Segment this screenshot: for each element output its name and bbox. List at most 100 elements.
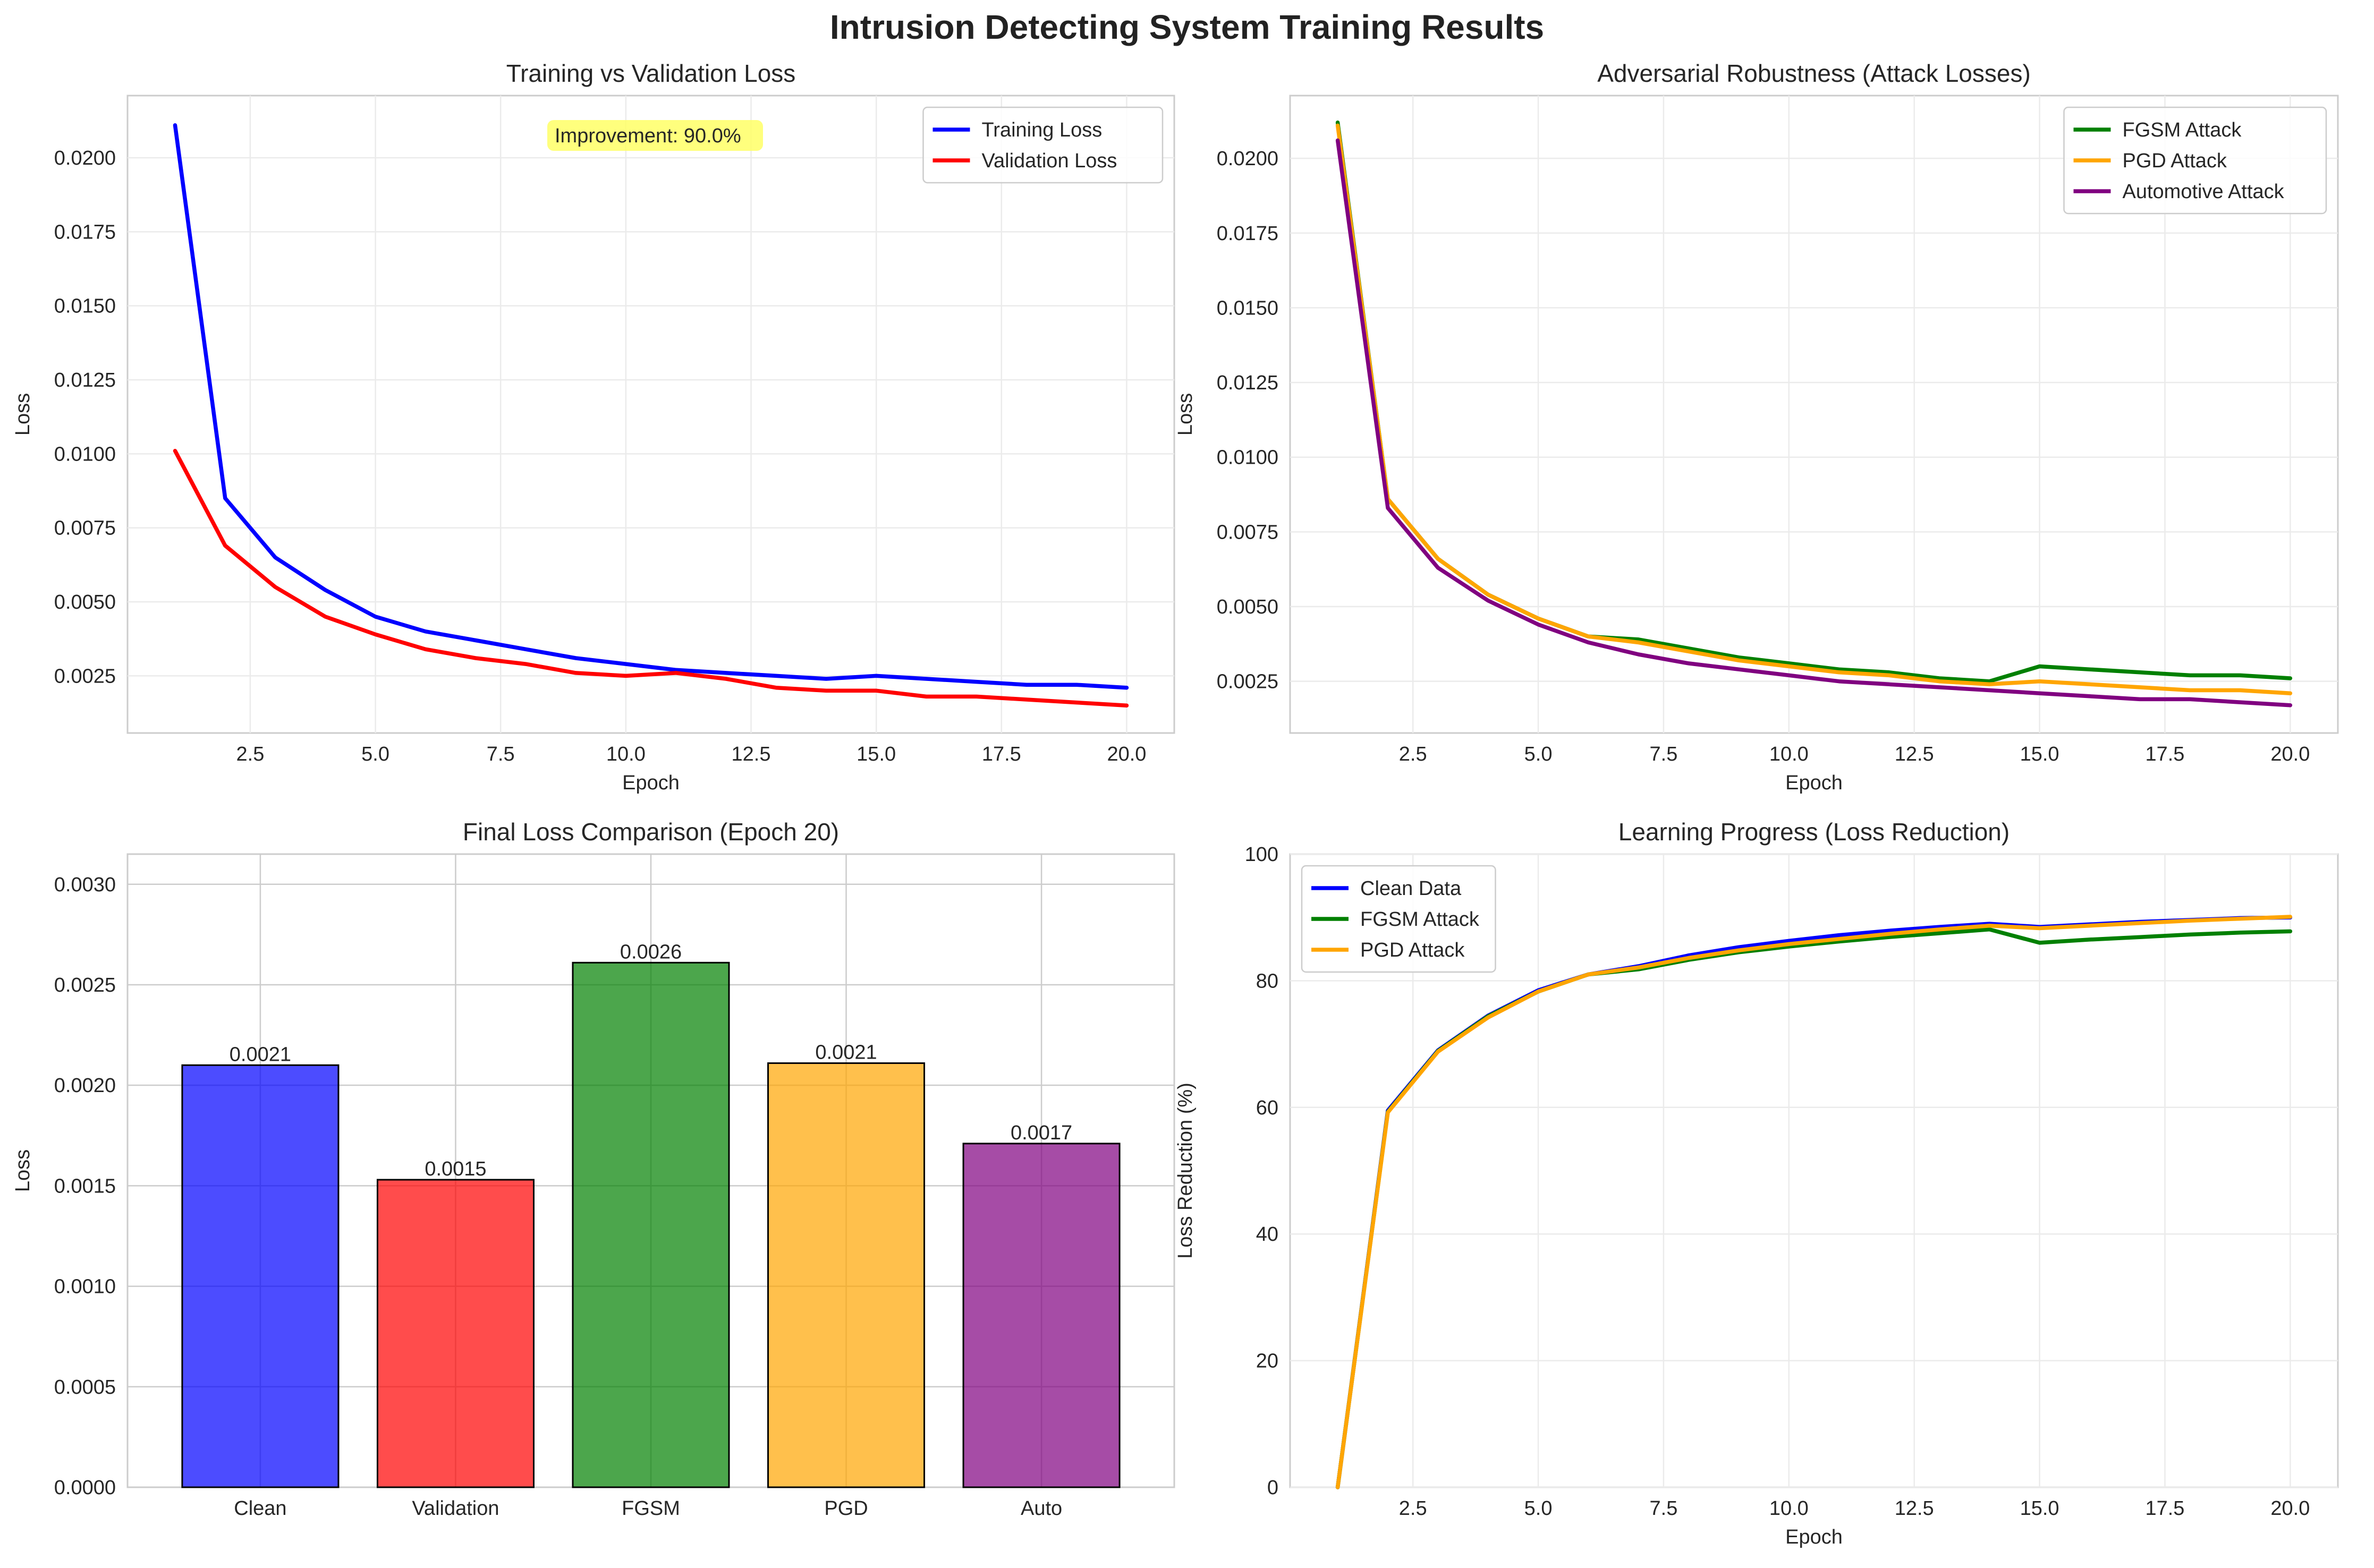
- x-tick-label: 10.0: [1769, 1497, 1809, 1520]
- y-tick-label: 20: [1256, 1350, 1278, 1373]
- grid: [1290, 853, 2338, 1488]
- legend-box: [922, 106, 1164, 184]
- plot-area: [126, 95, 1175, 734]
- x-tick-label: 20.0: [2270, 743, 2310, 765]
- x-tick-label: 2.5: [236, 743, 265, 765]
- x-tick-label: 20.0: [2270, 1497, 2310, 1520]
- grid: [1290, 96, 2338, 733]
- y-tick-label: 0.0025: [1217, 671, 1278, 693]
- x-tick-label: 7.5: [487, 743, 515, 765]
- x-tick-label: 20.0: [1107, 743, 1146, 765]
- legend-entry: PGD Attack: [2123, 150, 2227, 172]
- y-tick-label: 0.0125: [54, 369, 116, 391]
- y-tick-label: 0.0015: [54, 1175, 116, 1197]
- legend-entry: Automotive Attack: [2123, 181, 2285, 203]
- x-tick-label: 17.5: [2145, 743, 2184, 765]
- series-line-3: [1335, 915, 2293, 1489]
- x-tick-label: 15.0: [857, 743, 896, 765]
- legend-entry: FGSM Attack: [2123, 119, 2242, 141]
- annotation-text: Improvement: 90.0%: [555, 125, 741, 147]
- y-tick-label: 100: [1245, 843, 1278, 866]
- attack-loss-chart: Adversarial Robustness (Attack Losses) Lo…: [1174, 59, 2339, 794]
- legend-entry: PGD Attack: [1360, 939, 1465, 961]
- x-tick-label: Clean: [234, 1497, 286, 1520]
- x-tick-label: 7.5: [1650, 743, 1678, 765]
- legend: Clean Data FGSM Attack PGD Attack: [1301, 865, 1496, 973]
- y-axis-label: Loss Reduction (%): [1174, 1083, 1197, 1259]
- y-tick-label: 40: [1256, 1223, 1278, 1246]
- chart-title: Learning Progress (Loss Reduction): [1618, 818, 2010, 846]
- x-tick-label: 5.0: [361, 743, 389, 765]
- series-line-2: [1335, 123, 2293, 695]
- y-tick-label: 0.0075: [1217, 521, 1278, 543]
- y-axis-label: Loss: [1174, 393, 1197, 436]
- y-tick-label: 0.0150: [1217, 297, 1278, 319]
- y-tick-label: 60: [1256, 1097, 1278, 1119]
- bar-pgd: [767, 1062, 926, 1488]
- annotation-box: [547, 120, 763, 151]
- y-tick-label: 0.0075: [54, 517, 116, 540]
- legend-entry: FGSM Attack: [1360, 908, 1480, 931]
- bar-value-label: 0.0021: [230, 1043, 291, 1066]
- x-axis-label: Epoch: [622, 772, 680, 794]
- bar-auto: [962, 1143, 1121, 1488]
- y-tick-label: 0.0020: [54, 1075, 116, 1097]
- y-tick-label: 0.0175: [54, 221, 116, 243]
- y-tick-label: 0.0000: [54, 1477, 116, 1499]
- x-tick-label: 15.0: [2020, 743, 2059, 765]
- y-tick-label: 0.0100: [54, 443, 116, 465]
- y-tick-label: 0.0050: [1217, 596, 1278, 618]
- x-tick-label: 7.5: [1650, 1497, 1678, 1520]
- legend-box: [2063, 106, 2327, 215]
- legend-entry: Clean Data: [1360, 877, 1462, 900]
- x-axis-label: Epoch: [1785, 1526, 1843, 1548]
- y-tick-label: 0.0175: [1217, 223, 1278, 245]
- y-tick-label: 0.0200: [1217, 148, 1278, 170]
- legend: FGSM Attack PGD Attack Automotive Attack: [2063, 106, 2327, 215]
- x-tick-label: Validation: [412, 1497, 499, 1520]
- y-tick-label: 0.0025: [54, 665, 116, 687]
- x-tick-label: FGSM: [622, 1497, 680, 1520]
- x-tick-label: 2.5: [1399, 1497, 1427, 1520]
- x-tick-label: 2.5: [1399, 743, 1427, 765]
- bar-value-label: 0.0021: [815, 1042, 877, 1064]
- y-axis-label: Loss: [12, 393, 34, 436]
- bar-value-label: 0.0015: [425, 1158, 486, 1180]
- chart-title: Final Loss Comparison (Epoch 20): [463, 818, 839, 846]
- legend-entry: Validation Loss: [982, 150, 1117, 172]
- bar-clean: [181, 1064, 340, 1488]
- chart-title: Training vs Validation Loss: [506, 59, 796, 87]
- y-tick-label: 0.0010: [54, 1276, 116, 1298]
- bar-value-label: 0.0017: [1011, 1122, 1072, 1144]
- x-tick-label: 12.5: [1895, 743, 1934, 765]
- x-axis-label: Epoch: [1785, 772, 1843, 794]
- x-tick-label: 10.0: [606, 743, 646, 765]
- chart-title: Adversarial Robustness (Attack Losses): [1597, 59, 2031, 87]
- legend-entry: Training Loss: [982, 119, 1103, 141]
- y-tick-label: 80: [1256, 970, 1278, 992]
- x-tick-label: 17.5: [2145, 1497, 2184, 1520]
- y-tick-label: 0.0050: [54, 591, 116, 613]
- x-tick-label: 10.0: [1769, 743, 1809, 765]
- y-tick-label: 0.0125: [1217, 372, 1278, 394]
- x-tick-label: 15.0: [2020, 1497, 2059, 1520]
- y-tick-label: 0.0030: [54, 874, 116, 896]
- y-tick-label: 0.0150: [54, 295, 116, 318]
- x-tick-label: Auto: [1021, 1497, 1062, 1520]
- grid: [128, 96, 1174, 733]
- x-tick-label: 5.0: [1524, 1497, 1553, 1520]
- series-line-3: [1335, 138, 2293, 708]
- y-axis-label: Loss: [12, 1149, 34, 1192]
- x-tick-label: 5.0: [1524, 743, 1553, 765]
- y-tick-label: 0.0025: [54, 974, 116, 996]
- final-loss-bar-chart: Final Loss Comparison (Epoch 20) Loss 0.00…: [12, 818, 1175, 1520]
- loss-reduction-chart: Learning Progress (Loss Reduction) Loss R…: [1174, 818, 2339, 1548]
- y-tick-label: 0.0005: [54, 1376, 116, 1399]
- series-line-2: [173, 449, 1129, 708]
- y-tick-label: 0: [1267, 1477, 1278, 1499]
- y-tick-label: 0.0200: [54, 147, 116, 169]
- x-tick-label: 12.5: [1895, 1497, 1934, 1520]
- bar-validation: [376, 1179, 535, 1488]
- bar-value-label: 0.0026: [620, 941, 682, 963]
